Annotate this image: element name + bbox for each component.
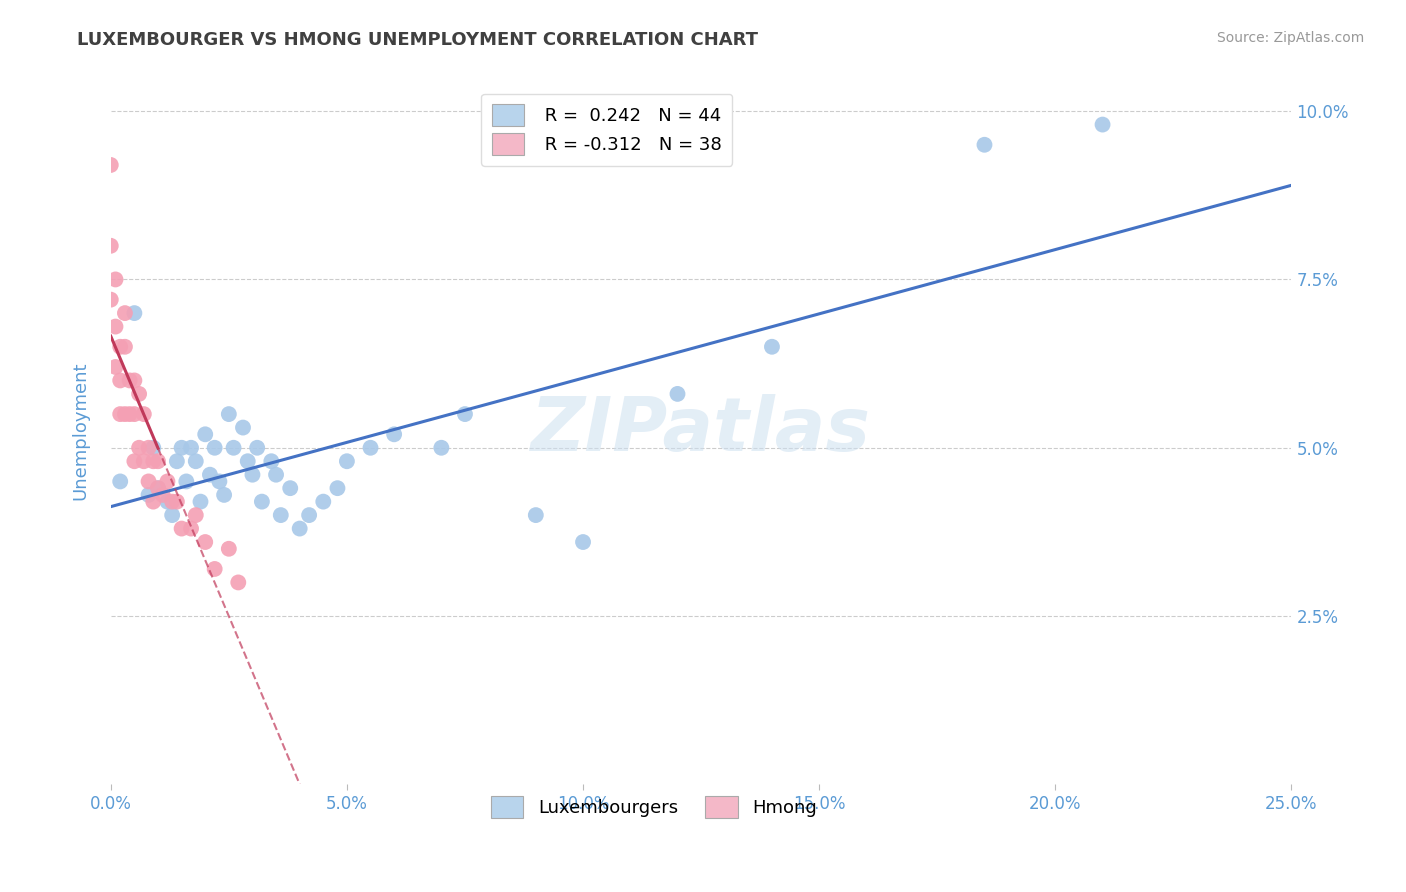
- Point: [104, 272, 127, 286]
- Point: [170, 522, 193, 536]
- Point: [204, 562, 226, 576]
- Point: [176, 475, 198, 489]
- Text: Source: ZipAtlas.com: Source: ZipAtlas.com: [1216, 31, 1364, 45]
- Point: [222, 441, 245, 455]
- Point: [124, 454, 146, 468]
- Point: [360, 441, 382, 455]
- Point: [382, 427, 405, 442]
- Point: [160, 508, 183, 522]
- Point: [114, 306, 136, 320]
- Point: [110, 407, 132, 421]
- Point: [326, 481, 349, 495]
- Point: [218, 541, 240, 556]
- Point: [100, 239, 122, 253]
- Point: [166, 454, 188, 468]
- Point: [312, 494, 335, 508]
- Point: [260, 454, 283, 468]
- Point: [104, 319, 127, 334]
- Point: [236, 454, 259, 468]
- Point: [124, 306, 146, 320]
- Text: ZIPatlas: ZIPatlas: [531, 394, 872, 467]
- Point: [146, 481, 169, 495]
- Point: [204, 441, 226, 455]
- Point: [524, 508, 547, 522]
- Legend: Luxembourgers, Hmong: Luxembourgers, Hmong: [484, 789, 824, 825]
- Point: [118, 373, 141, 387]
- Point: [194, 427, 217, 442]
- Point: [156, 494, 179, 508]
- Point: [246, 441, 269, 455]
- Point: [666, 387, 689, 401]
- Point: [114, 340, 136, 354]
- Point: [212, 488, 235, 502]
- Text: LUXEMBOURGER VS HMONG UNEMPLOYMENT CORRELATION CHART: LUXEMBOURGER VS HMONG UNEMPLOYMENT CORRE…: [77, 31, 758, 49]
- Point: [110, 475, 132, 489]
- Point: [142, 441, 165, 455]
- Point: [146, 454, 169, 468]
- Point: [430, 441, 453, 455]
- Point: [138, 475, 160, 489]
- Point: [110, 373, 132, 387]
- Point: [170, 441, 193, 455]
- Point: [194, 535, 217, 549]
- Point: [973, 137, 995, 152]
- Point: [264, 467, 287, 482]
- Point: [152, 488, 174, 502]
- Point: [128, 441, 150, 455]
- Point: [132, 407, 155, 421]
- Point: [184, 508, 207, 522]
- Point: [198, 467, 221, 482]
- Y-axis label: Unemployment: Unemployment: [72, 361, 89, 500]
- Point: [104, 359, 127, 374]
- Point: [100, 293, 122, 307]
- Point: [124, 407, 146, 421]
- Point: [208, 475, 231, 489]
- Point: [146, 481, 169, 495]
- Point: [761, 340, 783, 354]
- Point: [180, 522, 202, 536]
- Point: [180, 441, 202, 455]
- Point: [138, 488, 160, 502]
- Point: [118, 407, 141, 421]
- Point: [138, 441, 160, 455]
- Point: [1091, 118, 1114, 132]
- Point: [114, 407, 136, 421]
- Point: [232, 420, 254, 434]
- Point: [132, 454, 155, 468]
- Point: [572, 535, 595, 549]
- Point: [278, 481, 301, 495]
- Point: [242, 467, 264, 482]
- Point: [142, 454, 165, 468]
- Point: [142, 494, 165, 508]
- Point: [454, 407, 477, 421]
- Point: [270, 508, 292, 522]
- Point: [128, 387, 150, 401]
- Point: [156, 475, 179, 489]
- Point: [100, 158, 122, 172]
- Point: [288, 522, 311, 536]
- Point: [110, 340, 132, 354]
- Point: [298, 508, 321, 522]
- Point: [250, 494, 273, 508]
- Point: [218, 407, 240, 421]
- Point: [124, 373, 146, 387]
- Point: [184, 454, 207, 468]
- Point: [160, 494, 183, 508]
- Point: [336, 454, 359, 468]
- Point: [166, 494, 188, 508]
- Point: [190, 494, 212, 508]
- Point: [226, 575, 249, 590]
